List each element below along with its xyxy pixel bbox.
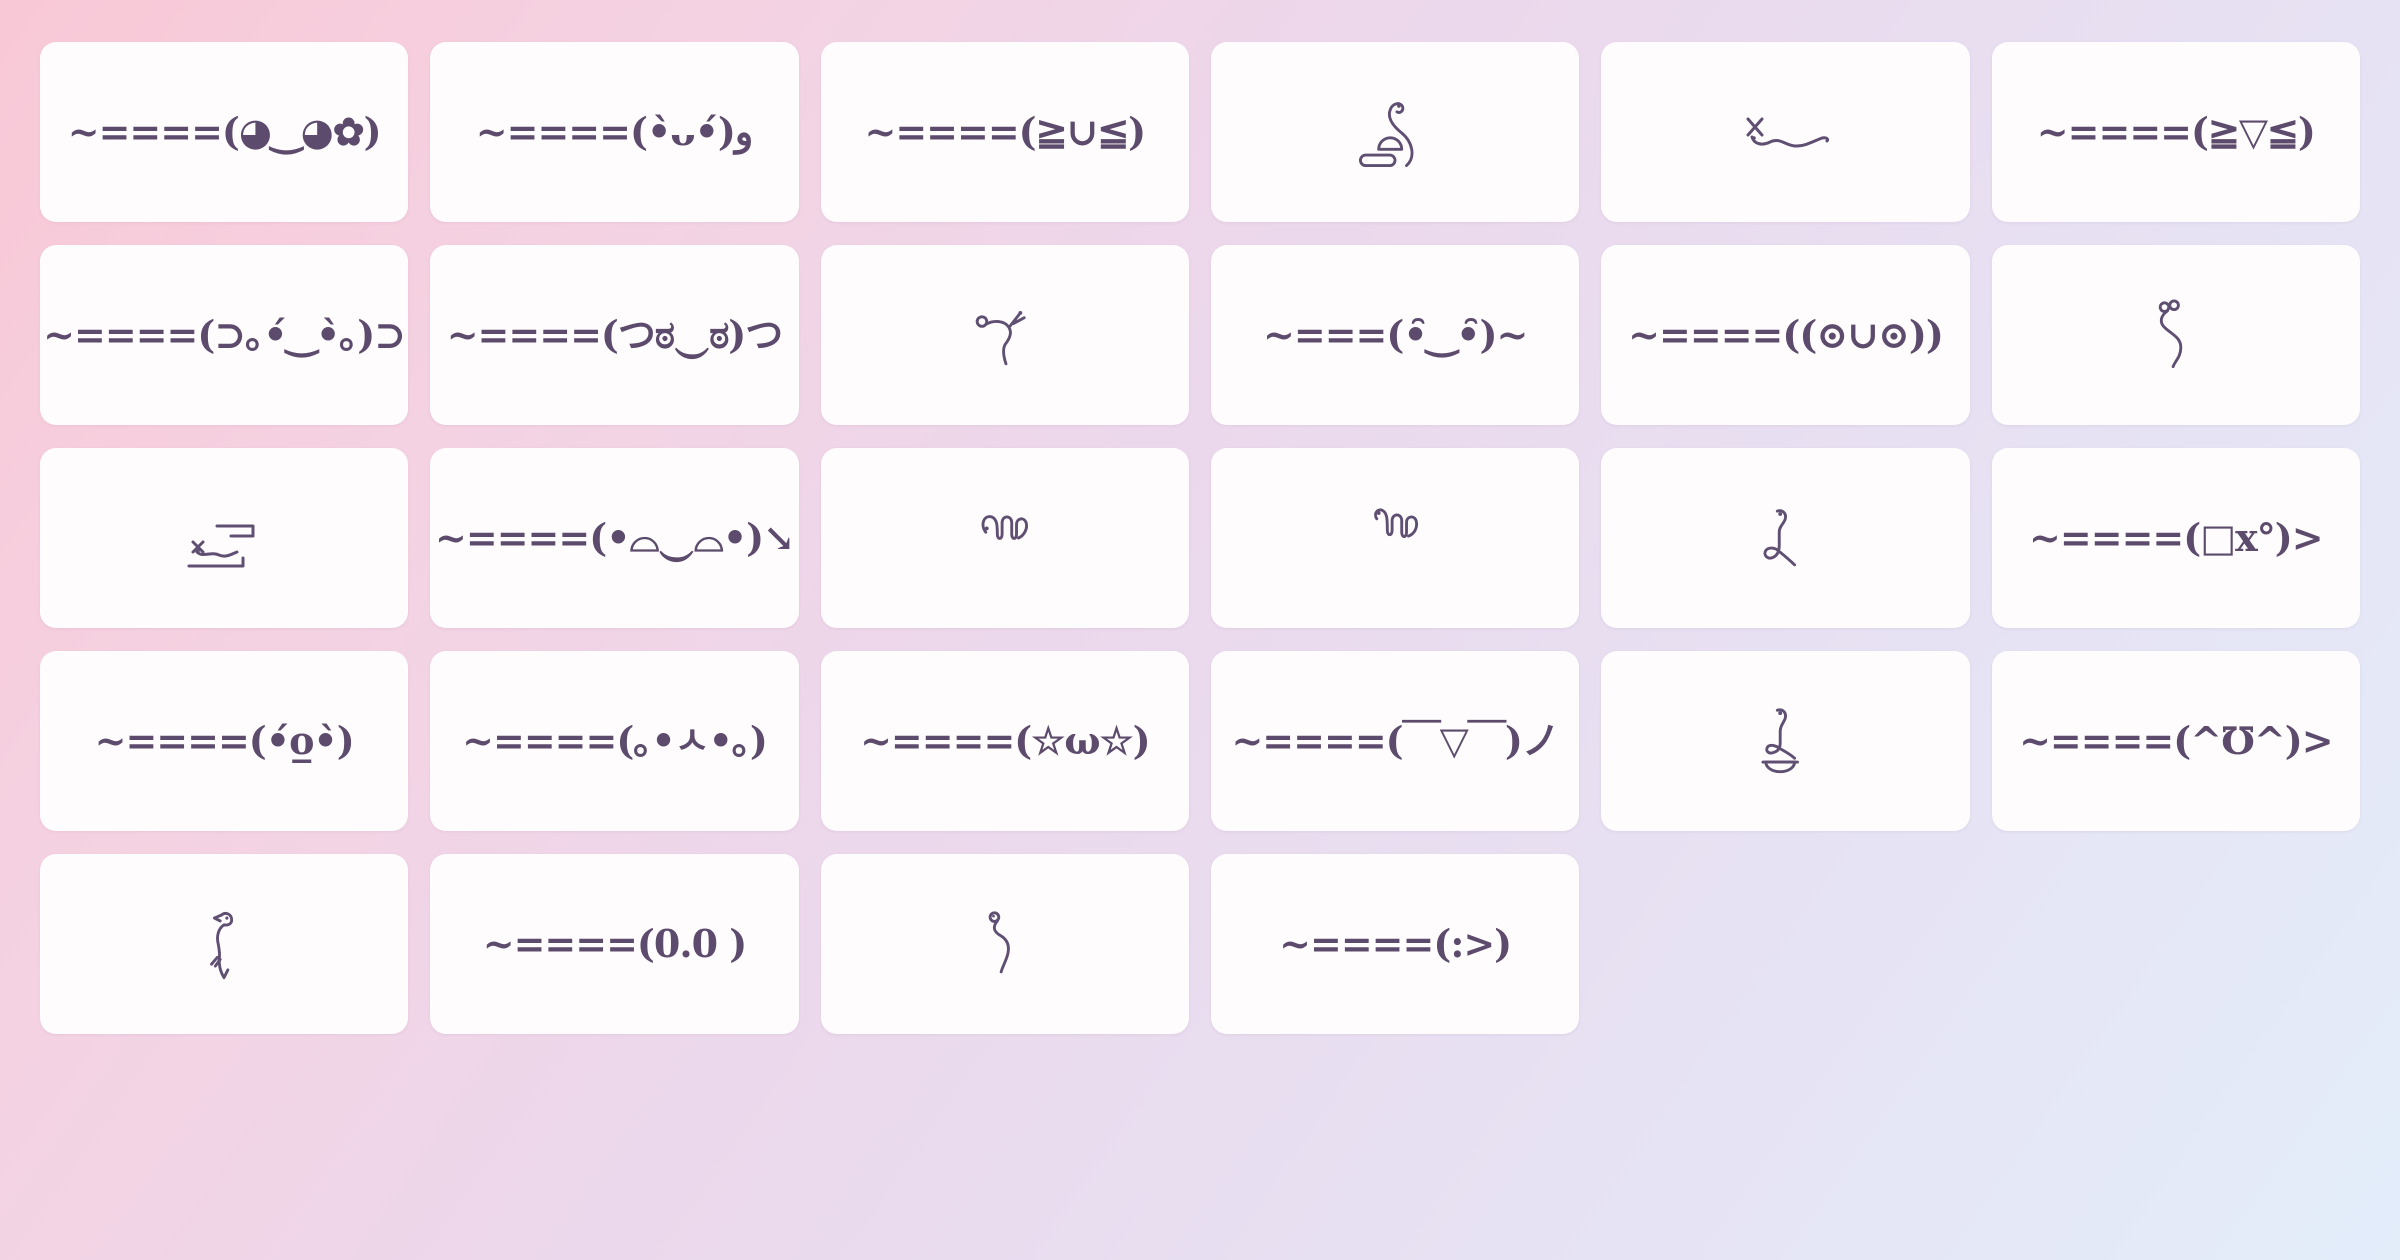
kaomoji-text: ~====(0.0 ): [482, 921, 747, 966]
erect-cobra-icon: [1764, 509, 1797, 567]
viper-in-shelter-icon: [187, 524, 255, 568]
small-worm-icon: [988, 911, 1010, 974]
kaomoji-card[interactable]: ~====(:>): [1211, 854, 1580, 1034]
kaomoji-card[interactable]: ~===(•̑‿•̑)~: [1211, 245, 1580, 425]
kaomoji-text: ~====(≧∪≦): [864, 109, 1146, 154]
kaomoji-card[interactable]: [1211, 42, 1580, 222]
kaomoji-card[interactable]: [40, 448, 409, 628]
kaomoji-card[interactable]: ~====(⊃｡•́‿•̀｡)⊃: [40, 245, 409, 425]
kaomoji-text: ~====(≧▽≦): [2036, 109, 2316, 154]
perched-bird-icon: [210, 912, 234, 980]
kaomoji-text: ~====(•̀ᴗ•́)و: [475, 109, 754, 154]
horned-viper-icon: [1746, 117, 1830, 148]
kaomoji-card[interactable]: [820, 245, 1189, 425]
coiled-snake-head-up-icon: [1374, 508, 1419, 538]
kaomoji-card[interactable]: [820, 854, 1189, 1034]
kaomoji-card[interactable]: [1601, 42, 1970, 222]
kaomoji-card[interactable]: ~====(つಠ‿ಠ)つ: [430, 245, 799, 425]
kaomoji-card[interactable]: ~====(•́o̲•̀): [40, 651, 409, 831]
kaomoji-text: ~====(:>): [1279, 921, 1512, 966]
kaomoji-card[interactable]: [1601, 448, 1970, 628]
kaomoji-text: ~====(•́o̲•̀): [94, 718, 355, 763]
kaomoji-card[interactable]: ~====(0.0 ): [430, 854, 799, 1034]
kaomoji-text: ~===(•̑‿•̑)~: [1263, 312, 1528, 357]
kaomoji-card[interactable]: ~====(☆ω☆): [820, 651, 1189, 831]
kaomoji-text: ~====((⊙∪⊙)): [1628, 312, 1944, 357]
kaomoji-card[interactable]: ~====(￣▽￣)ノ: [1211, 651, 1580, 831]
kaomoji-card[interactable]: ~====((⊙∪⊙)): [1601, 245, 1970, 425]
kaomoji-text: ~====(つಠ‿ಠ)つ: [446, 312, 784, 357]
kaomoji-text: ~====(◕‿◕✿): [67, 109, 382, 154]
kaomoji-card[interactable]: ~====(^℧^)>: [1991, 651, 2360, 831]
kaomoji-text: ~====(☆ω☆): [860, 718, 1150, 763]
kaomoji-text: ~====(^℧^)>: [2019, 718, 2334, 763]
kaomoji-text: ~====(□x°)>: [2029, 515, 2324, 560]
coiled-snake-icon: [981, 515, 1028, 540]
kaomoji-text: ~====(⊃｡•́‿•̀｡)⊃: [43, 312, 406, 357]
kaomoji-text: ~====(•⌓‿⌓•)↘: [435, 515, 795, 560]
kaomoji-card[interactable]: ~====(｡•ㅅ•｡): [430, 651, 799, 831]
cobra-on-base-icon: [1359, 102, 1414, 168]
cobra-on-basket-icon: [1761, 708, 1800, 774]
kaomoji-card[interactable]: ~====(•⌓‿⌓•)↘: [430, 448, 799, 628]
kaomoji-card[interactable]: [1601, 651, 1970, 831]
kaomoji-card[interactable]: ~====(□x°)>: [1991, 448, 2360, 628]
kaomoji-card[interactable]: [1991, 245, 2360, 425]
kaomoji-card[interactable]: ~====(≧▽≦): [1991, 42, 2360, 222]
kaomoji-card[interactable]: [820, 448, 1189, 628]
kaomoji-card[interactable]: ~====(≧∪≦): [820, 42, 1189, 222]
kaomoji-card[interactable]: [1211, 448, 1580, 628]
kaomoji-card[interactable]: ~====(•̀ᴗ•́)و: [430, 42, 799, 222]
worm-two-eyes-icon: [2158, 299, 2183, 369]
kaomoji-text: ~====(｡•ㅅ•｡): [462, 718, 768, 763]
kaomoji-card[interactable]: [40, 854, 409, 1034]
kaomoji-text: ~====(￣▽￣)ノ: [1231, 718, 1559, 763]
rearing-snake-icon: [975, 311, 1026, 366]
kaomoji-card[interactable]: ~====(◕‿◕✿): [40, 42, 409, 222]
